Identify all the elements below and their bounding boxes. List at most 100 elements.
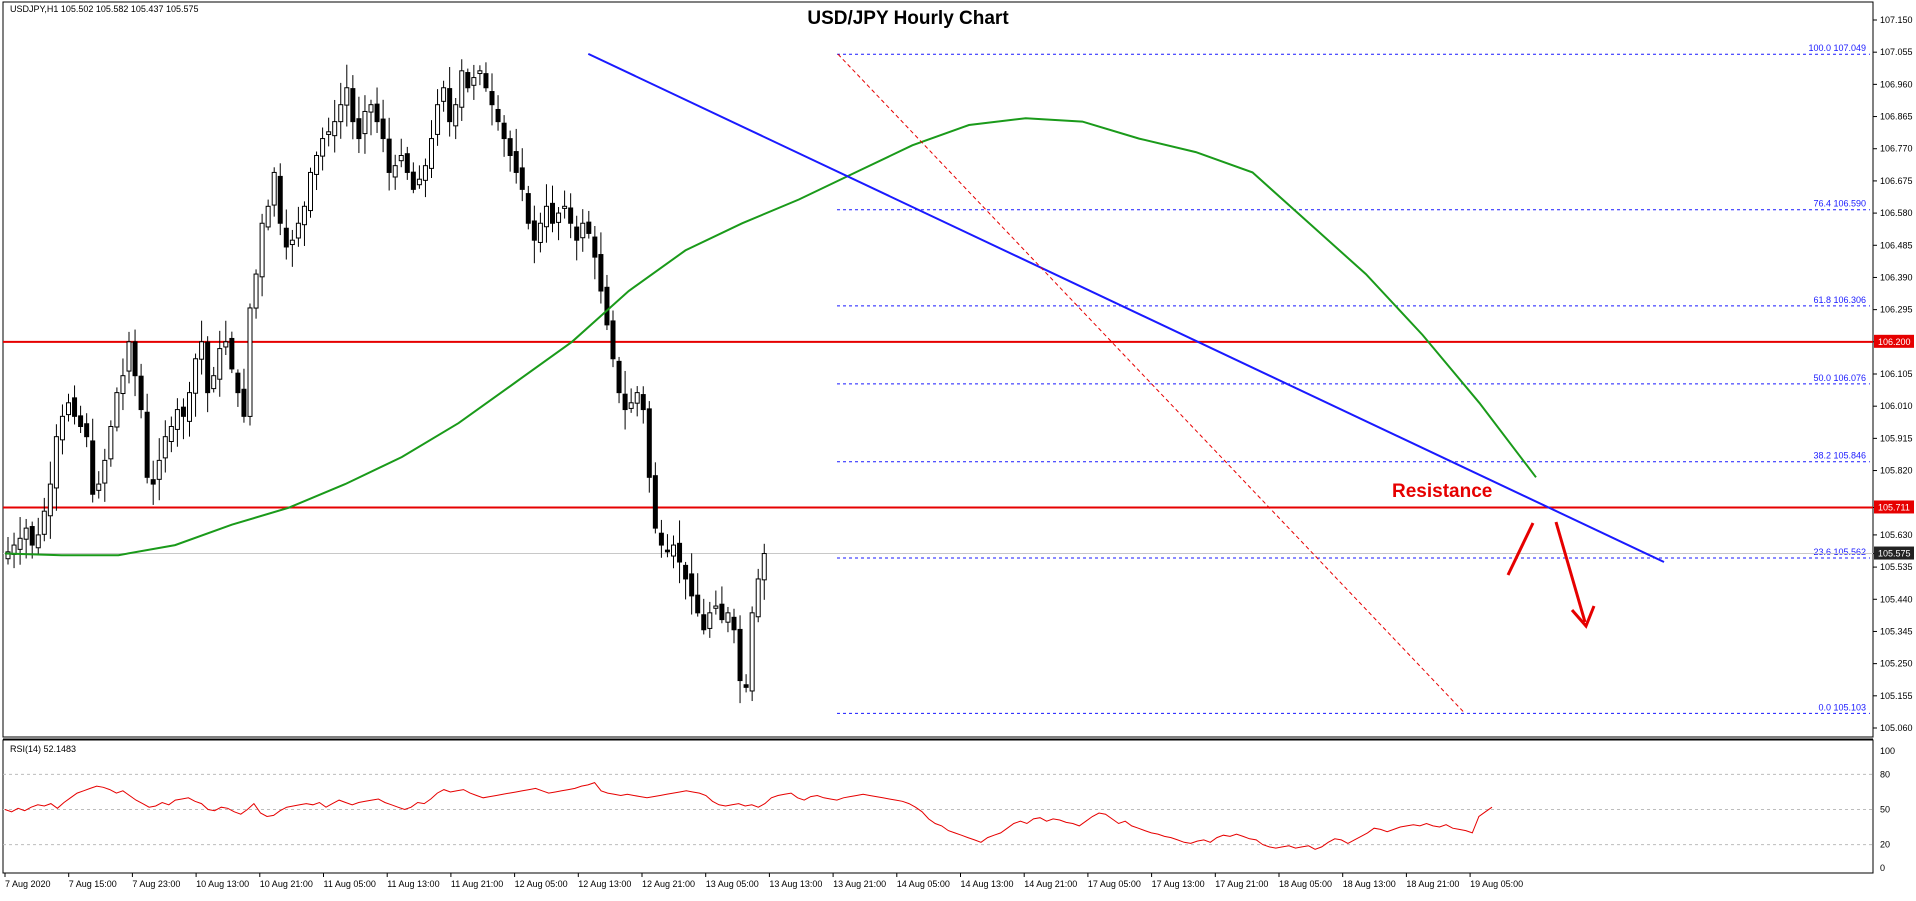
time-tick-label: 17 Aug 05:00 bbox=[1088, 879, 1141, 889]
overlays bbox=[4, 52, 1665, 714]
horizontal-levels bbox=[3, 340, 1873, 555]
candle-bull bbox=[187, 392, 192, 422]
candle-bull bbox=[174, 409, 180, 430]
candle-bull bbox=[108, 426, 114, 460]
candle-bull bbox=[429, 138, 434, 169]
price-highlight-label: 106.200 bbox=[1878, 337, 1911, 347]
rsi-label: RSI(14) 52.1483 bbox=[10, 744, 76, 754]
price-tick-label: 106.295 bbox=[1880, 305, 1913, 315]
candle-bull bbox=[271, 171, 277, 206]
candle-bull bbox=[265, 205, 271, 228]
candle-bear bbox=[84, 423, 90, 438]
candle-bull bbox=[114, 392, 120, 428]
candle-bear bbox=[604, 286, 610, 326]
time-tick-label: 17 Aug 21:00 bbox=[1215, 879, 1268, 889]
candle-bull bbox=[295, 222, 301, 239]
candle-bull bbox=[580, 222, 586, 239]
price-tick-label: 105.915 bbox=[1880, 433, 1913, 443]
main-pane-frame bbox=[2, 1, 1874, 738]
candle-bull bbox=[102, 459, 108, 484]
price-tick-label: 105.345 bbox=[1880, 626, 1913, 636]
candle-bear bbox=[29, 526, 35, 546]
candle-bear bbox=[719, 603, 725, 621]
candle-bull bbox=[120, 375, 126, 395]
price-tick-label: 105.630 bbox=[1880, 530, 1913, 540]
candle-bull bbox=[126, 341, 132, 372]
candle-bear bbox=[180, 406, 186, 417]
fib-diagonal-line bbox=[837, 53, 1466, 714]
candle-bear bbox=[743, 684, 749, 688]
time-tick-label: 7 Aug 23:00 bbox=[132, 879, 180, 889]
time-tick-label: 18 Aug 21:00 bbox=[1406, 879, 1459, 889]
time-tick-label: 14 Aug 13:00 bbox=[961, 879, 1014, 889]
time-tick-label: 10 Aug 13:00 bbox=[196, 879, 249, 889]
price-tick-label: 107.150 bbox=[1880, 15, 1913, 25]
time-tick-label: 19 Aug 05:00 bbox=[1470, 879, 1523, 889]
down-arrow-head bbox=[1570, 605, 1596, 629]
candle-bull bbox=[338, 104, 344, 123]
candle-bull bbox=[628, 402, 634, 409]
time-tick-label: 13 Aug 21:00 bbox=[833, 879, 886, 889]
time-tick-label: 7 Aug 15:00 bbox=[69, 879, 117, 889]
candle-bull bbox=[477, 70, 483, 75]
candle-bull bbox=[671, 544, 676, 557]
candle-bear bbox=[701, 614, 707, 631]
time-tick-label: 11 Aug 21:00 bbox=[451, 879, 503, 889]
candle-bear bbox=[495, 108, 501, 123]
rsi-tick-label: 50 bbox=[1880, 805, 1890, 815]
candle-bull bbox=[217, 348, 223, 380]
candle-bull bbox=[35, 534, 41, 549]
fib-level-label: 23.6 105.562 bbox=[1813, 547, 1866, 557]
candle-bull bbox=[755, 578, 761, 618]
candle-bull bbox=[47, 483, 53, 517]
candle-bull bbox=[459, 70, 465, 108]
candle-bull bbox=[392, 165, 398, 178]
fib-level-label: 100.0 107.049 bbox=[1808, 43, 1866, 53]
candle-bull bbox=[562, 205, 568, 209]
time-tick-label: 11 Aug 13:00 bbox=[387, 879, 439, 889]
candle-bull bbox=[398, 155, 404, 162]
time-tick-label: 14 Aug 21:00 bbox=[1024, 879, 1077, 889]
up-arrow-line bbox=[1506, 522, 1535, 576]
candle-bear bbox=[640, 394, 646, 411]
candle-bear bbox=[737, 628, 743, 682]
candle-bear bbox=[731, 616, 737, 631]
candle-bear bbox=[568, 207, 574, 224]
candle-bull bbox=[5, 551, 11, 560]
candle-bull bbox=[162, 436, 168, 459]
time-axis: 7 Aug 2020 7 Aug 15:00 7 Aug 23:00 10 Aug 1… bbox=[4, 873, 1523, 889]
candle-bear bbox=[658, 532, 664, 546]
candle-bear bbox=[652, 475, 658, 529]
price-tick-label: 106.580 bbox=[1880, 208, 1913, 218]
candle-bull bbox=[59, 415, 65, 441]
candle-bull bbox=[368, 104, 374, 113]
candle-bull bbox=[193, 358, 199, 394]
rsi-tick-label: 100 bbox=[1880, 746, 1895, 756]
candle-bear bbox=[350, 88, 356, 123]
candle-bull bbox=[725, 612, 731, 623]
candle-bull bbox=[17, 537, 23, 550]
time-tick-label: 18 Aug 13:00 bbox=[1343, 879, 1396, 889]
candle-bull bbox=[761, 553, 767, 581]
candle-bear bbox=[586, 221, 592, 234]
rsi-tick-label: 80 bbox=[1880, 769, 1890, 779]
candle-bull bbox=[471, 77, 477, 86]
candle-bull bbox=[707, 612, 713, 629]
candle-bull bbox=[289, 239, 295, 246]
candle-bear bbox=[90, 440, 96, 495]
down-arrow-line bbox=[1554, 521, 1587, 623]
fib-level-label: 38.2 105.846 bbox=[1813, 451, 1866, 461]
candle-bear bbox=[519, 167, 525, 190]
price-tick-label: 105.250 bbox=[1880, 659, 1913, 669]
candle-bull bbox=[416, 178, 422, 186]
candle-bear bbox=[622, 393, 628, 411]
time-tick-label: 12 Aug 13:00 bbox=[578, 879, 631, 889]
time-tick-label: 11 Aug 05:00 bbox=[324, 879, 376, 889]
candle-bull bbox=[301, 205, 307, 226]
candle-bear bbox=[531, 220, 537, 241]
time-tick-label: 7 Aug 2020 bbox=[5, 879, 51, 889]
time-tick-label: 13 Aug 13:00 bbox=[769, 879, 822, 889]
rsi-tick-label: 0 bbox=[1880, 863, 1885, 873]
rsi-pane-frame bbox=[2, 739, 1874, 874]
